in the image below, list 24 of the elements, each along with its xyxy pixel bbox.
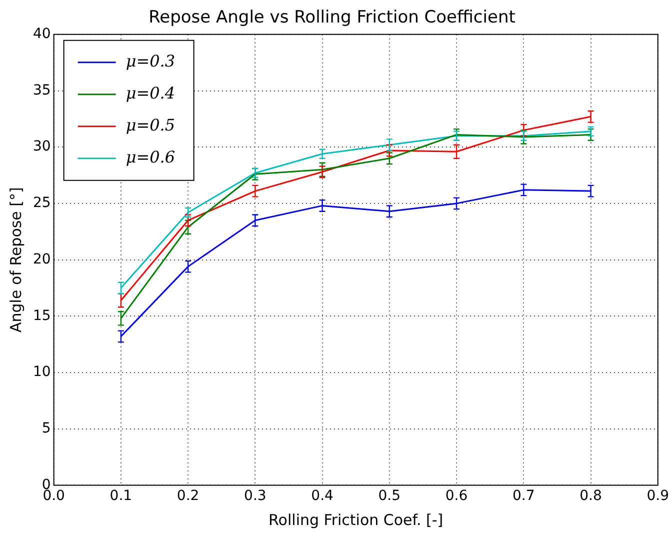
x-axis-title: Rolling Friction Coef. [-] bbox=[268, 510, 444, 529]
y-tick-label: 25 bbox=[32, 195, 51, 212]
y-tick-label: 35 bbox=[32, 82, 51, 98]
legend-label: μ=0.5 bbox=[126, 116, 176, 135]
x-tick-label: 0.1 bbox=[110, 488, 132, 504]
y-tick-label: 40 bbox=[32, 26, 51, 42]
y-axis-title: Angle of Repose [°] bbox=[6, 187, 25, 332]
x-tick-label: 0.6 bbox=[445, 488, 468, 504]
legend-label: μ=0.4 bbox=[126, 84, 176, 103]
y-tick-label: 20 bbox=[32, 251, 51, 268]
y-tick-label: 15 bbox=[32, 308, 51, 324]
x-tick-label: 0.7 bbox=[512, 488, 535, 504]
x-tick-label: 0.3 bbox=[244, 488, 266, 504]
x-tick-label: 0.8 bbox=[580, 488, 602, 504]
legend-label: μ=0.3 bbox=[126, 52, 176, 71]
y-tick-label: 10 bbox=[32, 364, 51, 380]
y-tick-label: 30 bbox=[32, 138, 51, 155]
x-tick-label: 0.2 bbox=[176, 488, 200, 504]
x-tick-label: 0.4 bbox=[311, 488, 334, 504]
legend-label: μ=0.6 bbox=[126, 148, 176, 167]
y-tick-label: 5 bbox=[42, 420, 51, 436]
x-tick-label: 0.5 bbox=[378, 488, 401, 504]
chart-title: Repose Angle vs Rolling Friction Coefficient bbox=[148, 8, 516, 28]
x-tick-label: 0.9 bbox=[646, 488, 669, 504]
